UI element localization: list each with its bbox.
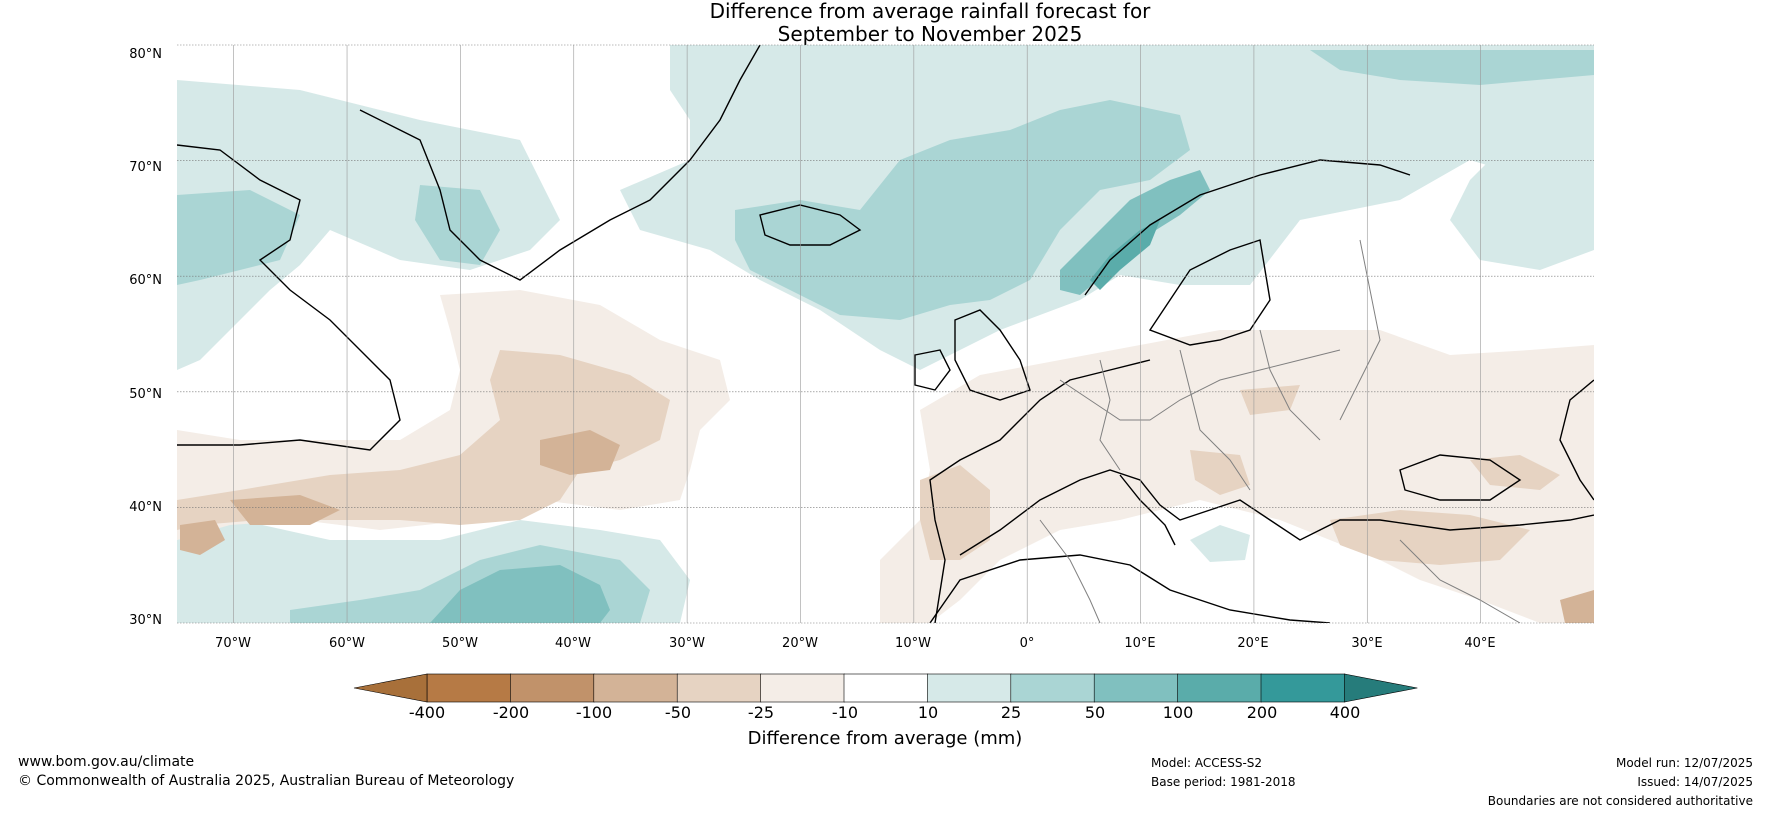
colorbar-tick: 200 [1246,703,1278,722]
coastline-scandinavia-baltic [1148,239,1271,346]
coastline-black-sea [1399,454,1522,501]
wet-region-arctic-strong [1060,170,1210,295]
wet-region-arctic-mid [735,100,1190,320]
colorbar-tick: 100 [1162,703,1194,722]
coastline-far-east [1559,379,1594,501]
footer-model-run: Model run: 12/07/2025 [1615,756,1753,770]
coastline-iceland [759,204,862,246]
lon-label-20w: 20°W [782,636,818,651]
lat-label-60n: 60°N [129,273,162,288]
colorbar-bin [760,673,845,703]
colorbar-tick: 10 [917,703,939,722]
lat-label-30n: 30°N [129,613,162,628]
lon-label-10w: 10°W [895,636,931,651]
footer-disclaimer: Boundaries are not considered authoritat… [1487,794,1753,808]
wet-region-greenland [415,185,500,265]
colorbar-tick: 25 [1000,703,1022,722]
lon-label-30w: 30°W [669,636,705,651]
lon-label-0: 0° [1019,636,1035,651]
border-segment [1339,239,1381,421]
lat-label-70n: 70°N [129,160,162,175]
border-segment [1259,329,1321,441]
dry-region-turkey [1330,510,1530,565]
coastline-uk [954,309,1031,401]
colorbar-tick: -25 [747,703,775,722]
colorbar-extend-low [353,673,428,703]
colorbar-extend-high [1344,673,1418,703]
colorbar-bin [426,673,512,703]
footer-copyright: © Commonwealth of Australia 2025, Austra… [18,773,515,789]
dry-region-atlantic-west [230,495,340,525]
anomaly-shading [177,45,1594,623]
wet-region-east [1450,140,1594,270]
borders [1039,239,1521,623]
wet-region-north-east [1310,50,1594,85]
footer-model: Model: ACCESS-S2 [1151,756,1263,770]
dry-region-iberia [920,465,990,560]
lon-label-70w: 70°W [215,636,251,651]
lat-label-40n: 40°N [129,500,162,515]
coastlines [177,45,1594,623]
lat-label-50n: 50°N [129,387,162,402]
border-segment [1399,539,1521,623]
colorbar-tick: 400 [1329,703,1361,722]
lon-label-50w: 50°W [442,636,478,651]
colorbar-bin [1093,673,1179,703]
graticule [177,44,1594,624]
lon-label-30e: 30°E [1351,636,1383,651]
dry-region-balkans [1190,450,1250,495]
map-title-line2: September to November 2025 [777,22,1083,46]
colorbar-tick: -50 [664,703,692,722]
coastline-ireland [914,349,951,391]
border-segment [1059,349,1341,421]
colorbar-bin [1177,673,1262,703]
border-segment [1039,519,1101,623]
wet-region-west-mid [177,190,300,285]
coastline-greenland [359,45,761,281]
dry-region-far-east [1560,590,1594,623]
colorbar-tick: -100 [575,703,613,722]
colorbar-tick: 50 [1084,703,1106,722]
dry-region-europe-mid [1240,385,1300,415]
wet-region-norway [1090,220,1160,290]
lon-label-40e: 40°E [1464,636,1496,651]
dry-region-atlantic-west-small [180,520,225,555]
colorbar-bin [843,673,929,703]
colorbar-tick: -200 [492,703,530,722]
lat-label-80n: 80°N [129,47,162,62]
coastline-africa-north [929,554,1331,623]
colorbar-bin [676,673,762,703]
coastline-canada [177,144,401,451]
colorbar-label: Difference from average (mm) [747,728,1023,749]
coastline-mediterranean-north [959,469,1594,556]
border-segment [1179,349,1251,491]
colorbar-tick: -400 [408,703,446,722]
lon-label-60w: 60°W [329,636,365,651]
dry-region-black-sea [1470,455,1560,490]
colorbar-bin [1010,673,1095,703]
colorbar-tick: -10 [831,703,859,722]
dry-region-atlantic-core [540,430,620,475]
lon-label-40w: 40°W [555,636,591,651]
colorbar-bin [927,673,1012,703]
wet-region-west [177,80,560,370]
lon-label-10e: 10°E [1124,636,1156,651]
map-title-line1: Difference from average rainfall forecas… [709,0,1151,23]
wet-region-south-strong [430,565,610,623]
wet-region-mediterranean [1190,525,1250,562]
border-segment [1099,359,1121,471]
footer-issued: Issued: 14/07/2025 [1637,775,1753,789]
colorbar-bin [593,673,678,703]
footer-website: www.bom.gov.au/climate [18,754,195,770]
coastline-europe-west [929,359,1151,623]
colorbar [353,673,1418,703]
colorbar-bin [1260,673,1346,703]
colorbar-bin [510,673,595,703]
coastline-italy [1119,474,1176,546]
dry-region-atlantic-mid [177,350,670,530]
lon-label-20e: 20°E [1237,636,1269,651]
footer-base-period: Base period: 1981-2018 [1151,775,1296,789]
coastline-norway [1084,159,1411,296]
